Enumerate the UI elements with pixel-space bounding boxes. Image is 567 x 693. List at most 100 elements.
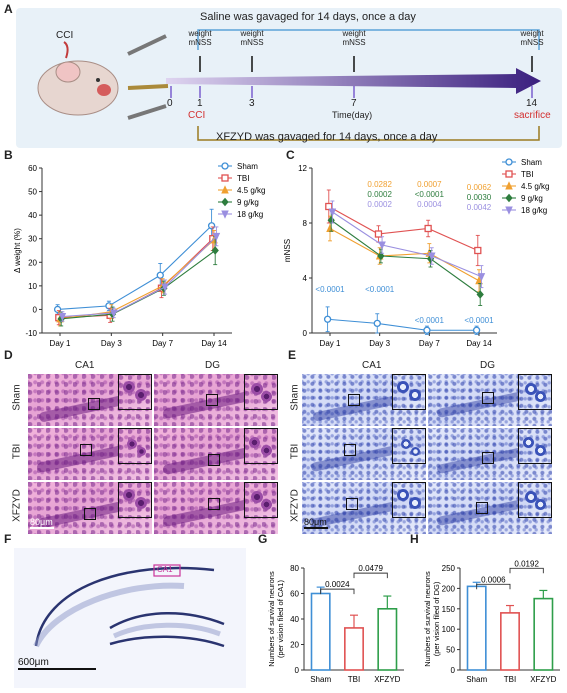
bar <box>310 592 331 671</box>
p-value-annotation: 0.0030 <box>467 193 492 202</box>
y-tick-label: 50 <box>446 646 455 655</box>
weight-arrows <box>199 56 533 72</box>
series-line <box>330 219 481 295</box>
y-tick-label: 0 <box>33 305 38 314</box>
y-tick-label: 60 <box>290 590 299 599</box>
y-axis-label-line1: Numbers of survival neurons <box>423 571 432 667</box>
weight-label-d1: weight mNSS <box>188 29 212 47</box>
p-value-annotation: <0.0001 <box>415 190 445 199</box>
y-axis-label-line2: (per vision filed of CA1) <box>276 580 285 658</box>
panel-label-g: G <box>258 532 268 546</box>
legend-marker <box>221 174 229 182</box>
chart-c: 0 4 8 12 Day 1 Day 3 Day 7 Day 14 mNSS Sham TBI 4.5… <box>283 158 549 348</box>
x-tick-label: Day 14 <box>201 339 227 348</box>
syringe-icon <box>127 34 169 120</box>
y-tick-label: 50 <box>28 188 37 197</box>
x-tick-label: XFZYD <box>374 675 400 684</box>
y-tick-label: 0 <box>303 329 308 338</box>
y-tick-label: -10 <box>25 329 37 338</box>
data-point <box>328 208 337 217</box>
timeline-markers <box>170 86 533 98</box>
chart-h: 0 50 100 150 200 250 Numbers of survival neuro… <box>423 559 560 684</box>
legend-marker <box>505 193 513 203</box>
legend-marker <box>221 197 229 207</box>
data-point <box>474 246 482 255</box>
x-tick-label: TBI <box>348 675 360 684</box>
data-point <box>423 326 431 334</box>
x-tick-label: XFZYD <box>530 675 556 684</box>
data-point <box>161 283 169 292</box>
data-point <box>156 271 164 279</box>
y-tick-label: 4 <box>303 274 308 283</box>
e-col-ca1: CA1 <box>362 360 382 371</box>
data-point <box>207 222 216 230</box>
data-point <box>427 252 436 261</box>
chart-b: -10 0 10 20 30 40 50 60 Day 1 Day 3 Day 7 Day 14 Δ w… <box>13 162 265 348</box>
y-tick-label: 0 <box>451 666 456 675</box>
e-tbi-dg <box>428 428 552 480</box>
weight-label-d14: weight mNSS <box>520 29 544 47</box>
y-tick-label: 12 <box>298 164 307 173</box>
x-tick-label: TBI <box>504 675 516 684</box>
legend-marker <box>221 162 229 170</box>
p-value-label: 0.0479 <box>358 564 383 573</box>
x-tick-label: Day 7 <box>152 339 173 348</box>
data-point <box>377 251 385 261</box>
legend-label: 9 g/kg <box>521 194 543 203</box>
e-row-tbi: TBI <box>289 443 301 460</box>
series-line <box>58 238 214 319</box>
data-point <box>476 290 484 299</box>
x-tick-label: Day 3 <box>369 339 390 348</box>
legend-marker <box>221 210 229 219</box>
e-xfzyd-dg <box>428 482 552 534</box>
series-line <box>329 228 480 282</box>
y-tick-label: 60 <box>28 164 37 173</box>
p-value-annotation: 0.0002 <box>367 200 392 209</box>
e-sham-dg <box>428 374 552 426</box>
hippocampus-svg <box>33 564 225 648</box>
y-tick-label: 250 <box>442 564 456 573</box>
data-point <box>109 309 118 318</box>
x-tick-label: Day 1 <box>320 339 341 348</box>
legend-marker <box>505 206 513 215</box>
x-tick-label: Day 7 <box>419 339 440 348</box>
p-value-label: 0.0006 <box>481 575 506 584</box>
panel-label-b: B <box>4 148 13 162</box>
xfzyd-text: XFZYD was gavaged for 14 days, once a da… <box>216 131 438 143</box>
d-xfzyd-dg <box>154 482 278 534</box>
p-value-annotation: <0.0001 <box>315 285 345 294</box>
x-tick-label: Day 1 <box>50 339 71 348</box>
p-value-annotation: 0.0007 <box>417 180 442 189</box>
y-tick-label: 80 <box>290 564 299 573</box>
series-line <box>327 318 477 331</box>
p-value-annotation: 0.0042 <box>467 203 492 212</box>
p-value-annotation: 0.0062 <box>467 183 492 192</box>
d-tbi-dg <box>154 428 278 480</box>
y-axis-label: Δ weight (%) <box>13 228 22 273</box>
y-tick-label: 20 <box>290 641 299 650</box>
panel-label-d: D <box>4 348 13 362</box>
y-tick-label: 20 <box>28 258 37 267</box>
day-label-1: 1 <box>197 98 203 109</box>
d-scale-bar: 80μm <box>30 517 54 529</box>
significance-bracket <box>476 583 511 590</box>
legend-label: 18 g/kg <box>237 210 263 219</box>
x-tick-label: Sham <box>310 675 331 684</box>
series-line <box>332 211 482 278</box>
legend-label: Sham <box>521 158 542 167</box>
legend-label: Sham <box>237 162 258 171</box>
weight-label-d7: weight mNSS <box>342 29 366 47</box>
p-value-label: 0.0024 <box>325 580 350 589</box>
data-point <box>325 202 333 211</box>
significance-bracket <box>320 588 355 595</box>
d-row-xfzyd: XFZYD <box>11 489 23 522</box>
legend-marker <box>505 181 513 190</box>
y-tick-label: 100 <box>442 625 456 634</box>
cci-label: CCI <box>56 30 74 41</box>
panel-label-a: A <box>4 2 13 16</box>
panel-label-f: F <box>4 532 12 546</box>
p-value-annotation: 0.0002 <box>367 190 392 199</box>
y-tick-label: 150 <box>442 605 456 614</box>
f-scale-bar: 600μm <box>18 657 96 670</box>
sacrifice-marker: sacrifice <box>514 110 551 121</box>
